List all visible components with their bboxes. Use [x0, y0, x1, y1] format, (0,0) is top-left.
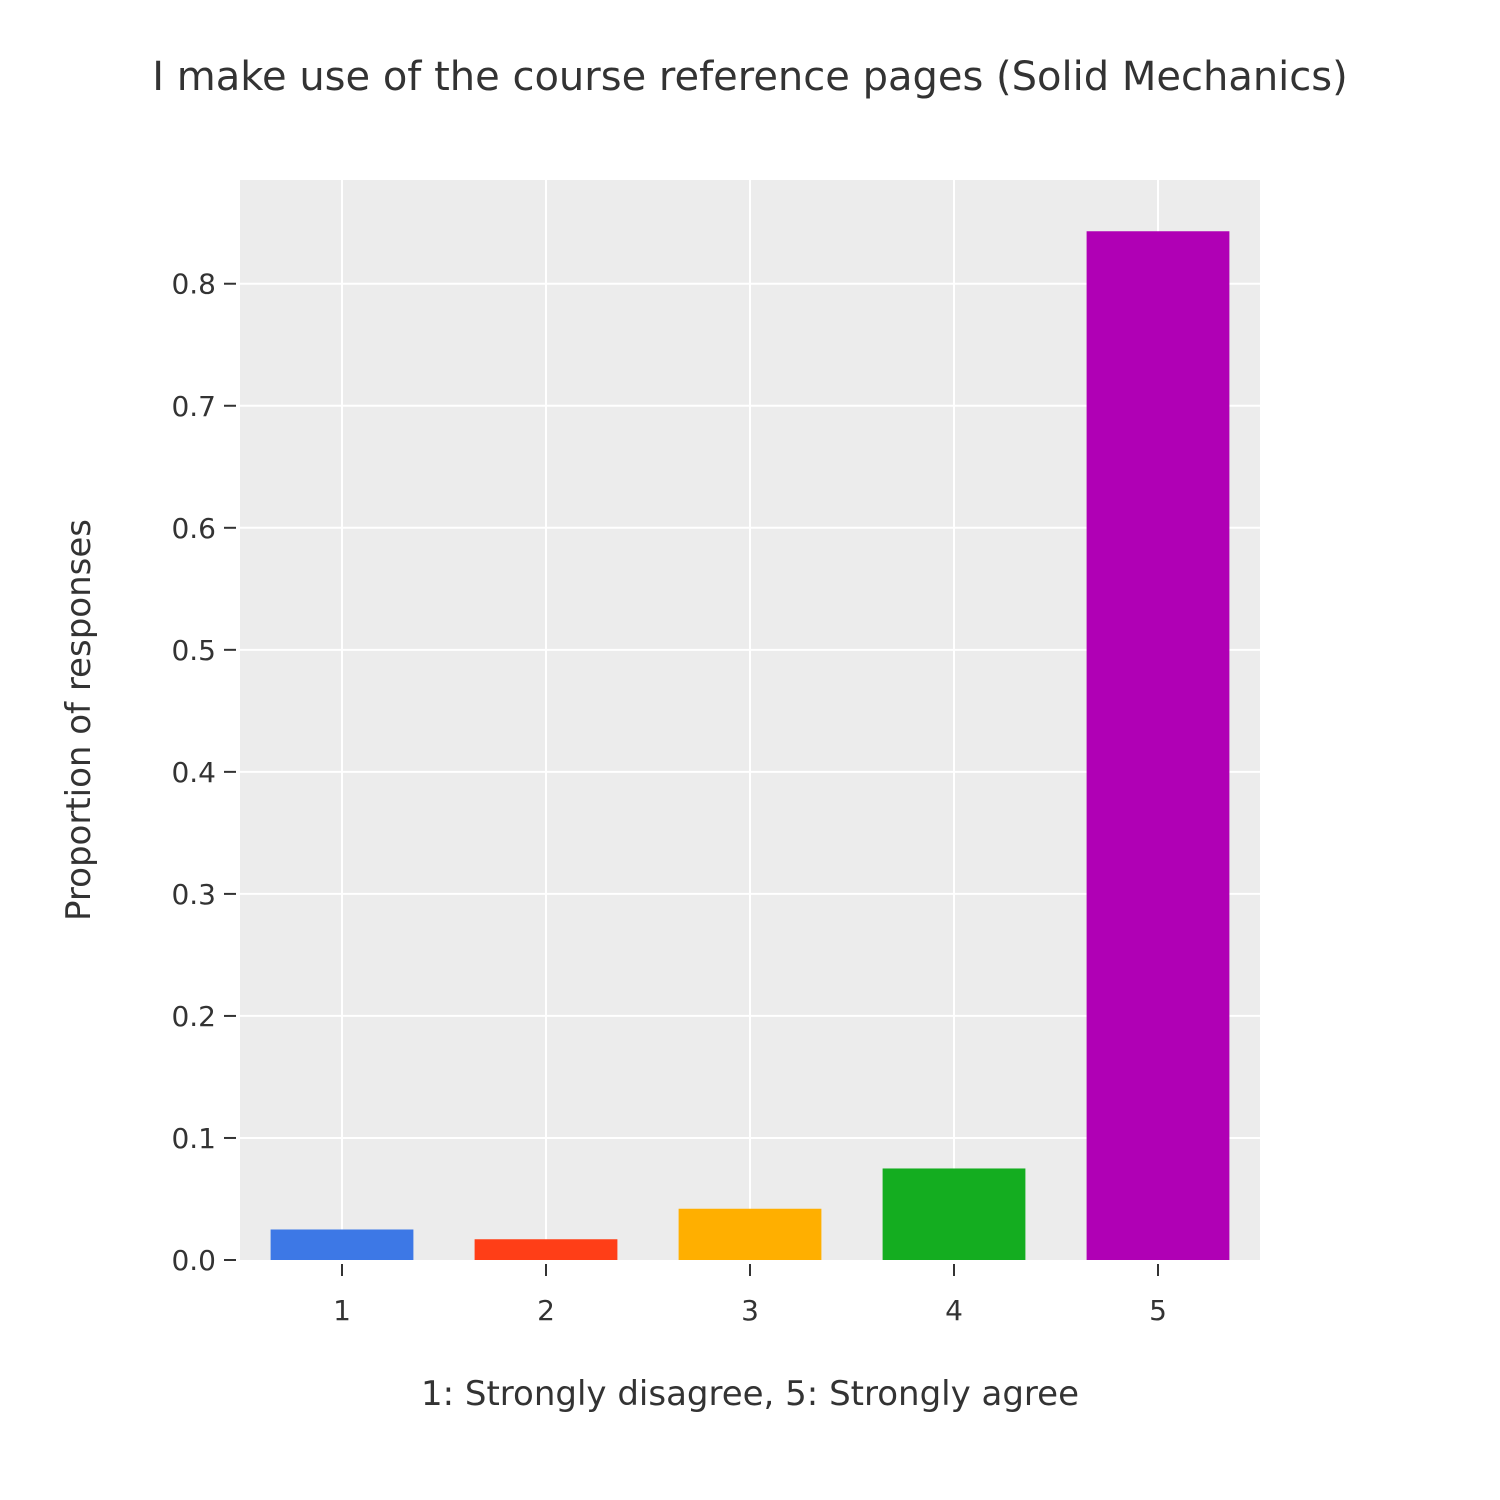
y-tick-label: 0.5 [171, 634, 216, 667]
x-tick-label: 2 [537, 1294, 555, 1327]
bar-3 [678, 1208, 822, 1260]
bar-5 [1086, 231, 1230, 1260]
x-tick-label: 3 [741, 1294, 759, 1327]
y-tick-label: 0.3 [171, 878, 216, 911]
x-tick-label: 1 [333, 1294, 351, 1327]
y-tick-label: 0.4 [171, 756, 216, 789]
bar-4 [882, 1168, 1026, 1260]
bars [270, 231, 1230, 1260]
bar-2 [474, 1239, 618, 1260]
bar-1 [270, 1229, 414, 1260]
y-tick-label: 0.6 [171, 512, 216, 545]
y-tick-label: 0.0 [171, 1244, 216, 1277]
x-axis-title: 1: Strongly disagree, 5: Strongly agree [421, 1374, 1079, 1414]
grid-lines [240, 180, 1260, 1260]
y-axis: 0.0 0.1 0.2 0.3 0.4 0.5 0.6 0.7 0.8 [171, 268, 236, 1277]
chart-title: I make use of the course reference pages… [152, 54, 1347, 100]
y-tick-label: 0.1 [171, 1122, 216, 1155]
x-tick-label: 5 [1149, 1294, 1167, 1327]
x-tick-label: 4 [945, 1294, 963, 1327]
y-tick-label: 0.7 [171, 390, 216, 423]
y-axis-title: Proportion of responses [59, 519, 99, 921]
y-tick-label: 0.8 [171, 268, 216, 301]
y-tick-label: 0.2 [171, 1000, 216, 1033]
x-axis: 1 2 3 4 5 [333, 1264, 1167, 1327]
